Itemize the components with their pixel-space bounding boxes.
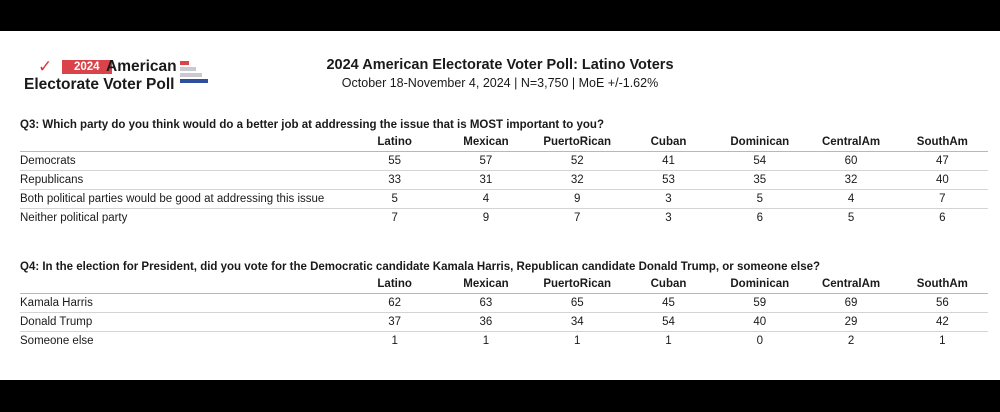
table-cell: 1: [482, 335, 490, 347]
column-header: SouthAm: [916, 136, 968, 148]
poll-logo: ✓ 2024 American Electorate Voter Poll: [24, 57, 224, 97]
table-cell: 56: [896, 293, 988, 313]
row-label: Donald Trump: [20, 312, 350, 332]
table-cell: 45: [622, 293, 715, 313]
row-label: Republicans: [20, 170, 350, 190]
table-cell: 36: [440, 312, 532, 332]
report-subtitle: October 18-November 4, 2024 | N=3,750 | …: [341, 76, 659, 90]
table-cell: 3: [622, 189, 715, 209]
table-cell: 57: [440, 151, 532, 171]
table-cell: 4: [805, 189, 897, 209]
table-row: Kamala Harris 62 63 65 45 59 69 56: [20, 293, 988, 313]
table-cell: 6: [756, 212, 763, 224]
q4-question: Q4: In the election for President, did y…: [20, 261, 821, 273]
table-cell: 63: [440, 293, 532, 313]
table-cell: 9: [531, 189, 623, 209]
row-label: Democrats: [20, 151, 350, 171]
q4-table: Latino Mexican PuertoRican Cuban Dominic…: [20, 275, 988, 350]
table-cell: 0: [756, 335, 763, 347]
table-cell: 7: [574, 212, 581, 224]
document-page: ✓ 2024 American Electorate Voter Poll 20…: [0, 31, 1000, 380]
q4-header-row: Latino Mexican PuertoRican Cuban Dominic…: [20, 275, 988, 294]
table-cell: 5: [847, 212, 855, 224]
table-cell: 37: [349, 312, 441, 332]
column-header: Latino: [377, 278, 412, 290]
column-header: Mexican: [463, 278, 509, 290]
table-cell: 5: [714, 189, 806, 209]
flag-stripes-icon: [180, 61, 208, 85]
q4-section: Q4: In the election for President, did y…: [20, 259, 988, 350]
table-cell: 3: [665, 212, 672, 224]
q3-header-blank: [20, 133, 349, 152]
table-cell: 65: [531, 293, 623, 313]
q4-header-blank: [20, 275, 349, 294]
table-cell: 7: [896, 189, 988, 209]
table-row: Donald Trump 37 36 34 54 40 29 42: [20, 312, 988, 332]
table-cell: 9: [482, 212, 490, 224]
table-cell: 60: [805, 151, 897, 171]
table-cell: 7: [391, 212, 398, 224]
table-cell: 1: [391, 335, 398, 347]
row-label: Kamala Harris: [20, 293, 350, 313]
table-cell: 6: [939, 212, 946, 224]
table-cell: 62: [349, 293, 441, 313]
column-header: Dominican: [730, 278, 790, 290]
q3-table: Latino Mexican PuertoRican Cuban Dominic…: [20, 133, 988, 227]
q3-section: Q3: Which party do you think would do a …: [20, 117, 988, 227]
table-cell: 41: [622, 151, 715, 171]
column-header: PuertoRican: [543, 136, 612, 148]
table-cell: 32: [805, 170, 897, 190]
table-cell: 4: [440, 189, 532, 209]
table-cell: 1: [574, 335, 581, 347]
table-cell: 35: [714, 170, 806, 190]
table-cell: 69: [805, 293, 897, 313]
table-cell: 32: [531, 170, 623, 190]
table-row: Someone else 1 1 1 1 0 2 1: [20, 332, 988, 351]
table-cell: 34: [531, 312, 623, 332]
table-cell: 40: [896, 170, 988, 190]
column-header: Dominican: [730, 136, 790, 148]
table-row: Republicans 33 31 32 53 35 32 40: [20, 170, 988, 190]
column-header: Latino: [377, 136, 412, 148]
table-cell: 40: [714, 312, 806, 332]
column-header: SouthAm: [916, 278, 968, 290]
table-cell: 2: [847, 335, 855, 347]
column-header: Cuban: [650, 136, 687, 148]
table-cell: 53: [622, 170, 715, 190]
table-cell: 31: [440, 170, 532, 190]
table-cell: 59: [714, 293, 806, 313]
table-cell: 54: [714, 151, 806, 171]
table-cell: 5: [349, 189, 441, 209]
table-cell: 33: [349, 170, 441, 190]
logo-text-line2: Electorate Voter Poll: [24, 76, 175, 93]
table-cell: 52: [531, 151, 623, 171]
report-header: 2024 American Electorate Voter Poll: Lat…: [300, 56, 700, 91]
table-cell: 47: [896, 151, 988, 171]
table-row: Neither political party 7 9 7 3 6 5 6: [20, 209, 988, 228]
column-header: Mexican: [463, 136, 509, 148]
row-label: Neither political party: [20, 212, 128, 224]
column-header: PuertoRican: [543, 278, 612, 290]
row-label: Both political parties would be good at …: [20, 189, 350, 209]
row-label: Someone else: [20, 335, 94, 347]
q3-question: Q3: Which party do you think would do a …: [20, 119, 604, 131]
table-row: Democrats 55 57 52 41 54 60 47: [20, 151, 988, 171]
table-cell: 54: [622, 312, 715, 332]
table-cell: 1: [939, 335, 946, 347]
column-header: CentralAm: [821, 136, 881, 148]
checkmark-icon: ✓: [38, 57, 53, 76]
table-cell: 1: [665, 335, 672, 347]
logo-year-badge: 2024: [62, 60, 112, 74]
column-header: CentralAm: [821, 278, 881, 290]
table-row: Both political parties would be good at …: [20, 189, 988, 209]
table-cell: 55: [349, 151, 441, 171]
q3-header-row: Latino Mexican PuertoRican Cuban Dominic…: [20, 133, 988, 152]
column-header: Cuban: [650, 278, 687, 290]
report-title: 2024 American Electorate Voter Poll: Lat…: [326, 57, 674, 73]
logo-text-line1: American: [106, 58, 177, 75]
table-cell: 29: [805, 312, 897, 332]
table-cell: 42: [896, 312, 988, 332]
